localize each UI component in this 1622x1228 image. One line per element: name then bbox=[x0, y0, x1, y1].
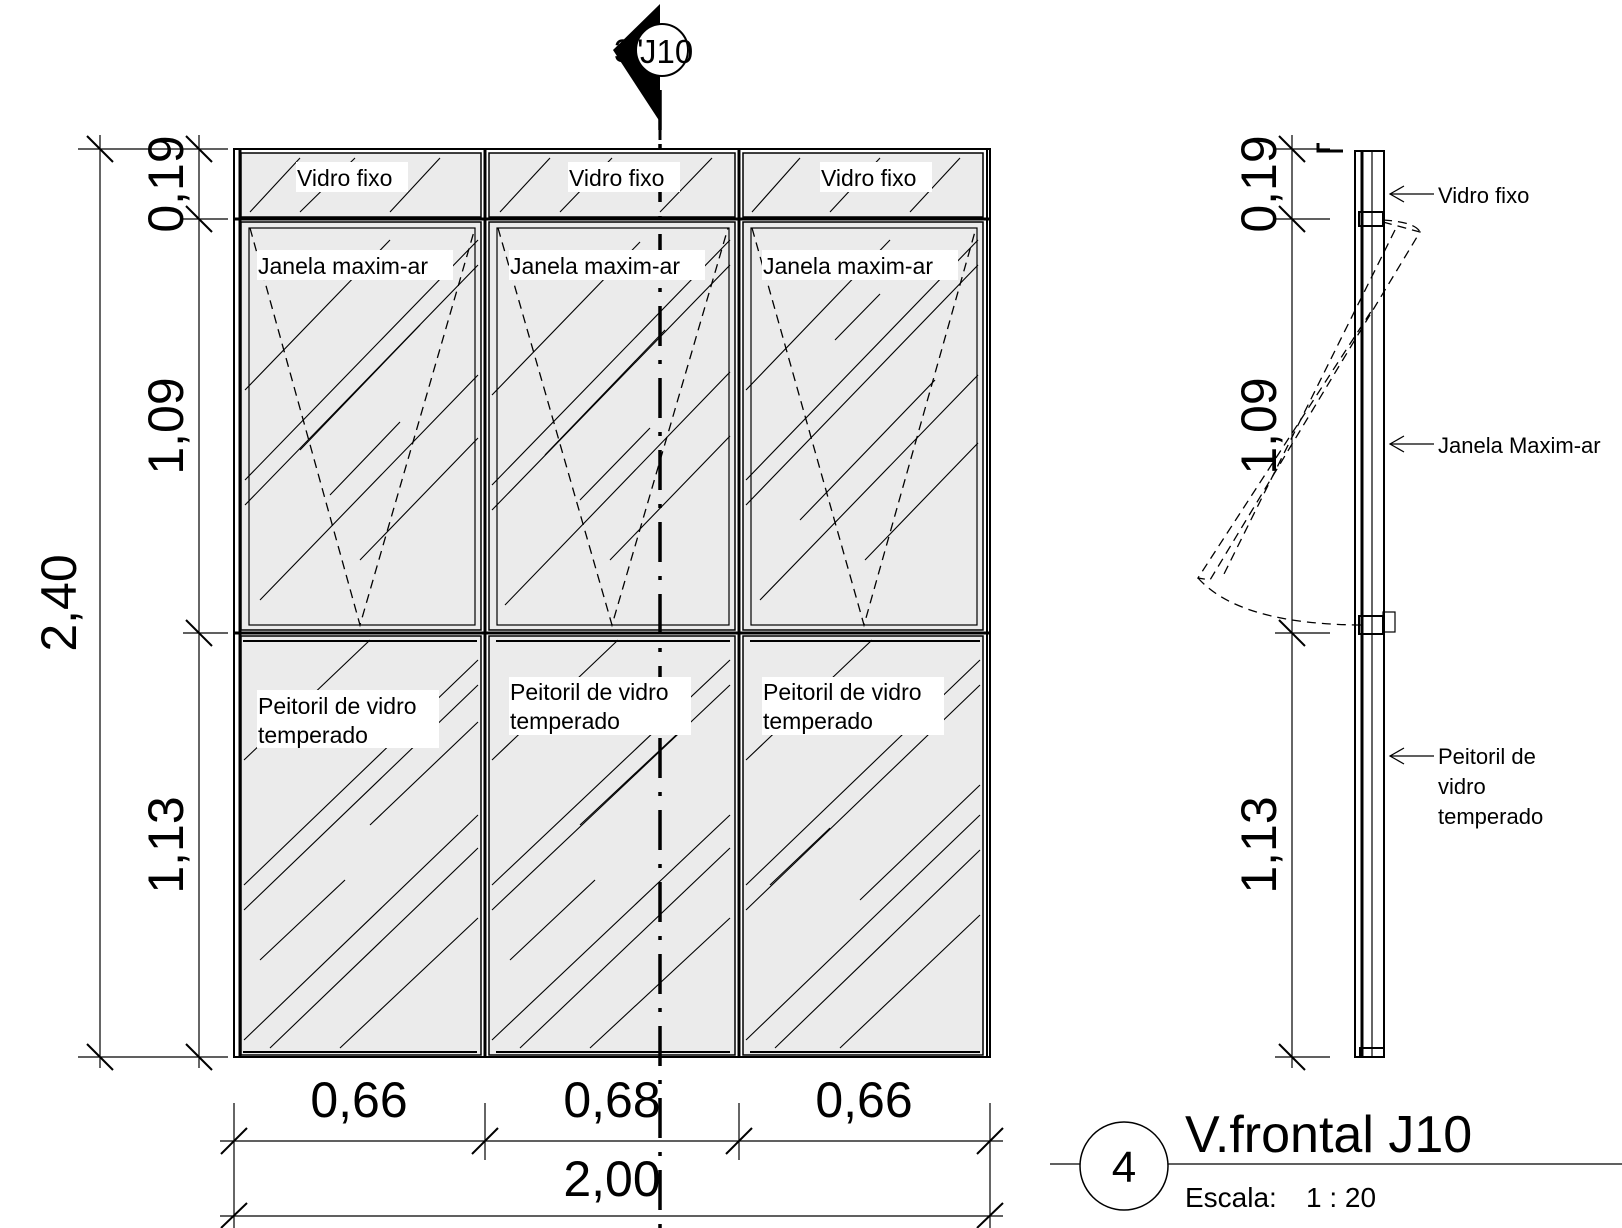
dim-side-v-bot: 1,13 bbox=[1231, 796, 1287, 893]
opening-indicators bbox=[249, 227, 977, 628]
front-horizontal-dims: 0,66 0,68 0,66 2,00 bbox=[220, 1072, 1004, 1228]
label-maxim-ar-right: Janela maxim-ar bbox=[763, 253, 933, 279]
dim-front-v-top: 0,19 bbox=[138, 135, 194, 232]
side-labels: Vidro fixo Janela Maxim-ar Peitoril de v… bbox=[1388, 183, 1601, 829]
label-vidro-fixo-right: Vidro fixo bbox=[821, 165, 916, 191]
dim-side-v-mid: 1,09 bbox=[1231, 377, 1287, 474]
side-label-peitoril-3: temperado bbox=[1438, 804, 1543, 829]
glass-mid-center bbox=[488, 221, 736, 631]
dim-front-v-bot: 1,13 bbox=[138, 796, 194, 893]
side-top-cap bbox=[1316, 143, 1343, 153]
dim-side-v-top: 0,19 bbox=[1231, 135, 1287, 232]
section-marker: 3" J10 bbox=[613, 4, 693, 140]
side-label-maxim-ar: Janela Maxim-ar bbox=[1438, 433, 1601, 458]
label-peitoril-left-2: temperado bbox=[258, 722, 368, 748]
section-marker-circle bbox=[635, 23, 689, 77]
label-vidro-fixo-left: Vidro fixo bbox=[297, 165, 392, 191]
side-label-peitoril-1: Peitoril de bbox=[1438, 744, 1536, 769]
dim-front-v-total: 2,40 bbox=[31, 554, 87, 651]
label-peitoril-right-1: Peitoril de vidro bbox=[763, 679, 922, 705]
label-maxim-ar-left: Janela maxim-ar bbox=[258, 253, 428, 279]
title-block: 4 V.frontal J10 Escala: 1 : 20 bbox=[1050, 1106, 1622, 1213]
dim-front-h-total: 2,00 bbox=[563, 1151, 660, 1207]
view-number-circle bbox=[1079, 1121, 1169, 1211]
side-vertical-dims: 0,19 1,09 1,13 bbox=[1231, 135, 1330, 1071]
side-label-vidro-fixo: Vidro fixo bbox=[1438, 183, 1529, 208]
outer-frame bbox=[233, 148, 991, 1058]
dim-front-v-mid: 1,09 bbox=[138, 377, 194, 474]
sash-mid-center bbox=[496, 227, 730, 626]
glass-mid-left bbox=[240, 221, 482, 631]
scale-value: 1 : 20 bbox=[1306, 1182, 1376, 1213]
dim-front-h-left: 0,66 bbox=[310, 1072, 407, 1128]
label-maxim-ar-center: Janela maxim-ar bbox=[510, 253, 680, 279]
panel-labels: Vidro fixo Vidro fixo Vidro fixo Janela … bbox=[257, 162, 958, 748]
sash-mid-left bbox=[248, 227, 476, 626]
section-marker-text: J10 bbox=[640, 33, 693, 70]
side-sash-open bbox=[1196, 219, 1422, 626]
label-peitoril-right-2: temperado bbox=[763, 708, 873, 734]
side-label-peitoril-2: vidro bbox=[1438, 774, 1486, 799]
section-marker-prefix: 3" bbox=[614, 33, 643, 69]
front-vertical-dims: 0,19 1,09 1,13 2,40 bbox=[31, 135, 228, 1071]
front-elevation: Vidro fixo Vidro fixo Vidro fixo Janela … bbox=[31, 4, 1004, 1228]
label-peitoril-center-2: temperado bbox=[510, 708, 620, 734]
view-title: V.frontal J10 bbox=[1185, 1106, 1472, 1164]
label-peitoril-left-1: Peitoril de vidro bbox=[258, 693, 417, 719]
label-peitoril-center-1: Peitoril de vidro bbox=[510, 679, 669, 705]
view-number: 4 bbox=[1112, 1143, 1136, 1192]
dim-front-h-center: 0,68 bbox=[563, 1072, 660, 1128]
scale-label: Escala: bbox=[1185, 1182, 1277, 1213]
dim-front-h-right: 0,66 bbox=[815, 1072, 912, 1128]
side-elevation: 0,19 1,09 1,13 Vidro fixo Janela Maxim-a… bbox=[1196, 135, 1601, 1071]
label-vidro-fixo-center: Vidro fixo bbox=[569, 165, 664, 191]
glass-mid-right bbox=[742, 221, 984, 631]
side-frame bbox=[1354, 150, 1385, 1058]
